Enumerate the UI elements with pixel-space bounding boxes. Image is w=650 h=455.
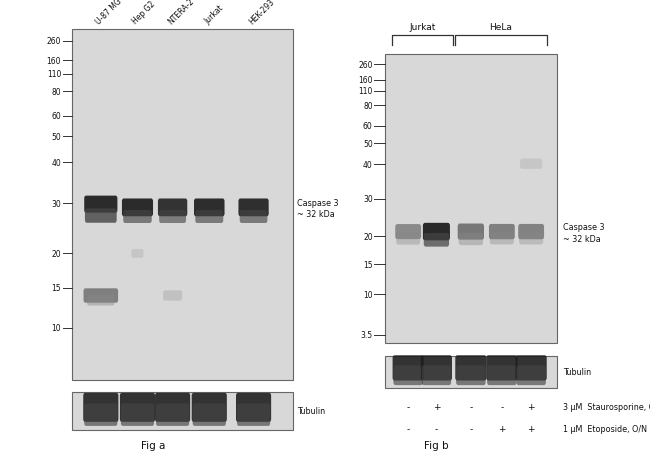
Text: 20: 20	[51, 249, 61, 258]
FancyBboxPatch shape	[121, 404, 154, 426]
Text: 30: 30	[363, 195, 372, 203]
Text: HeLa: HeLa	[489, 23, 512, 32]
Text: 80: 80	[51, 87, 61, 96]
Text: 20: 20	[363, 232, 372, 241]
FancyBboxPatch shape	[489, 224, 515, 240]
FancyBboxPatch shape	[458, 224, 484, 240]
Text: 60: 60	[51, 112, 61, 121]
FancyBboxPatch shape	[122, 199, 153, 217]
FancyBboxPatch shape	[516, 365, 546, 385]
FancyBboxPatch shape	[131, 249, 144, 258]
Text: Tubulin: Tubulin	[563, 367, 592, 376]
Text: +: +	[498, 424, 506, 433]
Text: 60: 60	[363, 122, 372, 131]
Text: -: -	[500, 402, 504, 411]
FancyBboxPatch shape	[393, 365, 423, 385]
Text: Caspase 3
~ 32 kDa: Caspase 3 ~ 32 kDa	[563, 223, 604, 243]
FancyBboxPatch shape	[83, 288, 118, 303]
FancyBboxPatch shape	[156, 404, 189, 426]
FancyBboxPatch shape	[192, 393, 227, 422]
FancyBboxPatch shape	[520, 159, 542, 170]
Text: 30: 30	[51, 200, 61, 208]
FancyBboxPatch shape	[237, 404, 270, 426]
Text: NTERA-2: NTERA-2	[166, 0, 196, 26]
Text: 110: 110	[47, 70, 61, 79]
Text: Jurkat: Jurkat	[409, 23, 436, 32]
Text: Caspase 3
~ 32 kDa: Caspase 3 ~ 32 kDa	[297, 199, 339, 219]
Text: 3 μM  Staurosporine, O/N: 3 μM Staurosporine, O/N	[563, 402, 650, 411]
FancyBboxPatch shape	[120, 393, 155, 422]
Bar	[385, 356, 557, 388]
Text: 40: 40	[51, 158, 61, 167]
FancyBboxPatch shape	[519, 233, 543, 245]
FancyBboxPatch shape	[84, 404, 118, 426]
Text: Fig b: Fig b	[424, 440, 448, 450]
Text: 50: 50	[51, 133, 61, 142]
FancyBboxPatch shape	[195, 211, 223, 223]
FancyBboxPatch shape	[455, 355, 486, 381]
FancyBboxPatch shape	[158, 199, 187, 217]
Text: 260: 260	[358, 61, 372, 70]
FancyBboxPatch shape	[395, 225, 421, 240]
FancyBboxPatch shape	[84, 196, 118, 213]
Text: Hep G2: Hep G2	[131, 0, 157, 26]
FancyBboxPatch shape	[486, 355, 517, 381]
FancyBboxPatch shape	[240, 211, 267, 223]
FancyBboxPatch shape	[192, 404, 226, 426]
Text: 80: 80	[363, 101, 372, 111]
Text: 1 μM  Etoposide, O/N: 1 μM Etoposide, O/N	[563, 424, 647, 433]
FancyBboxPatch shape	[159, 211, 186, 223]
FancyBboxPatch shape	[85, 209, 117, 223]
FancyBboxPatch shape	[422, 365, 451, 385]
Text: 3.5: 3.5	[361, 330, 372, 339]
Bar	[72, 392, 293, 430]
Text: -: -	[406, 424, 410, 433]
Text: Tubulin: Tubulin	[297, 407, 325, 415]
FancyBboxPatch shape	[490, 233, 514, 245]
Text: 50: 50	[363, 140, 372, 149]
Text: 160: 160	[358, 76, 372, 85]
FancyBboxPatch shape	[83, 393, 118, 422]
Text: -: -	[469, 402, 473, 411]
Text: 15: 15	[51, 283, 61, 293]
Text: +: +	[527, 424, 535, 433]
Text: -: -	[469, 424, 473, 433]
Text: +: +	[433, 402, 440, 411]
Text: 260: 260	[47, 37, 61, 46]
FancyBboxPatch shape	[456, 365, 486, 385]
FancyBboxPatch shape	[396, 233, 420, 245]
FancyBboxPatch shape	[424, 233, 449, 247]
Text: Fig a: Fig a	[140, 440, 165, 450]
Text: -: -	[406, 402, 410, 411]
FancyBboxPatch shape	[487, 365, 517, 385]
Text: 10: 10	[51, 324, 61, 333]
FancyBboxPatch shape	[155, 393, 190, 422]
Text: Jurkat: Jurkat	[203, 4, 226, 26]
FancyBboxPatch shape	[163, 291, 182, 301]
FancyBboxPatch shape	[421, 355, 452, 381]
Text: 40: 40	[363, 161, 372, 169]
FancyBboxPatch shape	[515, 355, 547, 381]
FancyBboxPatch shape	[239, 199, 268, 217]
FancyBboxPatch shape	[87, 295, 114, 306]
FancyBboxPatch shape	[518, 224, 544, 240]
Bar	[385, 55, 557, 344]
FancyBboxPatch shape	[459, 233, 483, 246]
FancyBboxPatch shape	[124, 211, 151, 223]
FancyBboxPatch shape	[236, 393, 271, 422]
Bar	[72, 30, 293, 380]
Text: 10: 10	[363, 290, 372, 299]
FancyBboxPatch shape	[393, 355, 424, 381]
FancyBboxPatch shape	[423, 223, 450, 241]
Text: U-87 MG: U-87 MG	[94, 0, 124, 26]
Text: 15: 15	[363, 260, 372, 269]
Text: -: -	[435, 424, 438, 433]
Text: 110: 110	[358, 87, 372, 96]
Text: +: +	[527, 402, 535, 411]
Text: 160: 160	[47, 56, 61, 66]
Text: HEK-293: HEK-293	[247, 0, 276, 26]
FancyBboxPatch shape	[194, 199, 224, 217]
